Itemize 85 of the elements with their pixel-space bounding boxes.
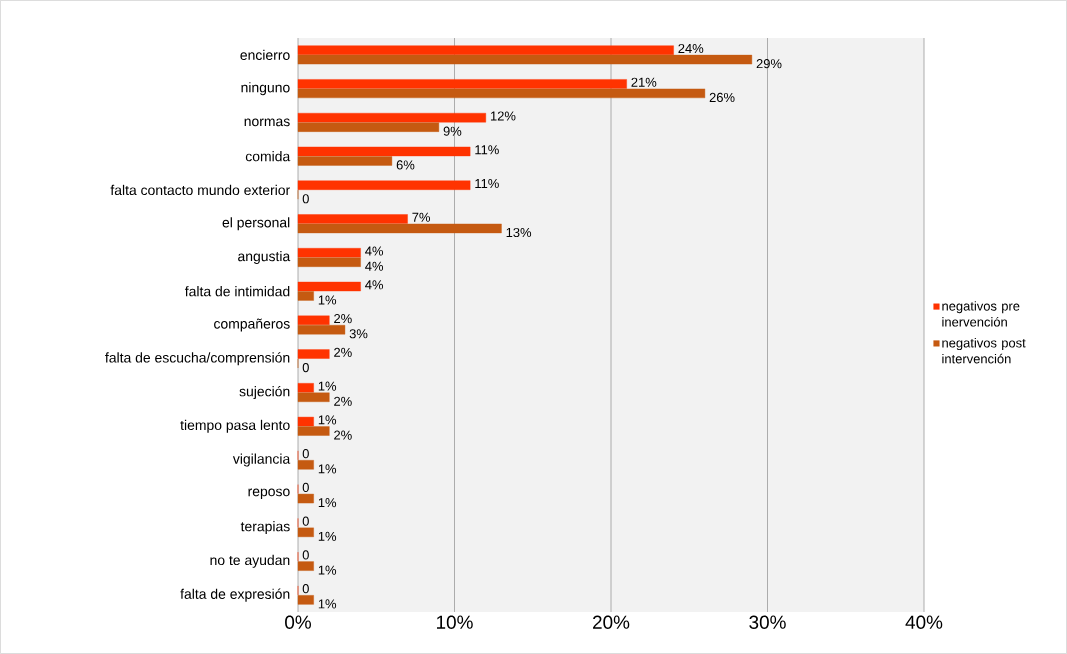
data-label: 1% [318, 464, 337, 474]
y-tick-label: ninguno [241, 82, 290, 96]
data-label: 0 [302, 550, 309, 560]
data-label: 7% [412, 212, 430, 222]
bar [297, 248, 361, 258]
data-label: 4% [365, 246, 384, 256]
data-label: 2% [334, 347, 352, 357]
data-label: 29% [756, 59, 782, 69]
bar [297, 460, 314, 470]
y-tick-label: angustia [238, 250, 291, 264]
y-tick-label: compañeros [214, 318, 290, 332]
bar [297, 113, 486, 123]
data-label: 11% [475, 179, 499, 189]
bar [297, 45, 674, 55]
data-label: 6% [396, 160, 415, 170]
bar [297, 214, 408, 224]
bar [297, 122, 440, 132]
data-label: 0 [302, 482, 309, 492]
bar [297, 79, 627, 89]
y-tick-label: comida [245, 151, 291, 162]
y-tick-label: falta de intimidad [184, 286, 290, 297]
data-label: 12% [490, 111, 516, 121]
data-label: 13% [506, 227, 532, 238]
data-label: 21% [631, 77, 657, 87]
data-label: 26% [709, 92, 735, 103]
bar [297, 493, 314, 504]
bar [297, 527, 314, 538]
data-label: 0 [302, 194, 309, 204]
data-label: 1% [318, 295, 337, 305]
x-tick-label: 40% [905, 615, 943, 629]
bar [297, 392, 330, 402]
data-label: 0 [302, 362, 309, 373]
legend-label: negativos post intervención [942, 337, 1026, 364]
data-label: 1% [318, 531, 337, 541]
data-label: 1% [318, 599, 337, 609]
data-label: 0 [302, 516, 309, 526]
data-label: 2% [334, 314, 352, 324]
y-tick-label: vigilancia [232, 453, 291, 467]
data-label: 1% [318, 565, 337, 575]
bar [297, 156, 393, 166]
bar [297, 291, 314, 301]
x-tick-label: 20% [593, 615, 630, 629]
bar [297, 281, 361, 292]
y-tick-label: normas [244, 118, 290, 127]
y-tick-label: encierro [240, 49, 290, 61]
bar [297, 146, 471, 157]
data-label: 0 [302, 584, 309, 594]
data-label: 1% [318, 381, 337, 391]
bar [297, 349, 330, 359]
data-label: 1% [318, 498, 337, 508]
data-label: 3% [349, 329, 368, 339]
y-tick-label: el personal [222, 217, 290, 231]
data-label: 24% [678, 43, 704, 54]
y-tick-label: terapias [240, 521, 290, 535]
legend-label: negativos pre inervención [942, 301, 1020, 327]
data-label: 9% [443, 126, 462, 136]
data-label: 2% [334, 396, 352, 406]
bar [297, 315, 330, 325]
x-tick-label: 30% [749, 615, 786, 629]
data-label: 4% [365, 261, 384, 271]
bar [297, 416, 314, 427]
bar [297, 595, 314, 605]
data-label: 4% [365, 280, 384, 290]
y-tick-label: reposo [248, 488, 290, 500]
y-tick-label: falta de expresión [180, 588, 290, 602]
x-tick-label: 0% [285, 615, 311, 629]
data-label: 1% [318, 415, 337, 425]
bar [297, 383, 314, 393]
bar [297, 180, 471, 190]
y-tick-label: falta contacto mundo exterior [110, 184, 290, 196]
bar [297, 325, 346, 335]
y-tick-label: sujeción [239, 385, 290, 400]
bar [297, 426, 330, 436]
y-tick-label: falta de escucha/comprensión [105, 352, 290, 366]
data-label: 2% [334, 430, 352, 440]
bar [297, 257, 361, 267]
y-tick-label: tiempo pasa lento [180, 419, 290, 433]
bar [297, 88, 706, 99]
bar [297, 54, 753, 65]
data-label: 11% [475, 145, 499, 155]
x-tick-label: 10% [437, 615, 473, 629]
bar [297, 223, 502, 234]
bar [297, 561, 314, 571]
y-tick-label: no te ayudan [210, 554, 290, 568]
data-label: 0 [302, 449, 309, 459]
